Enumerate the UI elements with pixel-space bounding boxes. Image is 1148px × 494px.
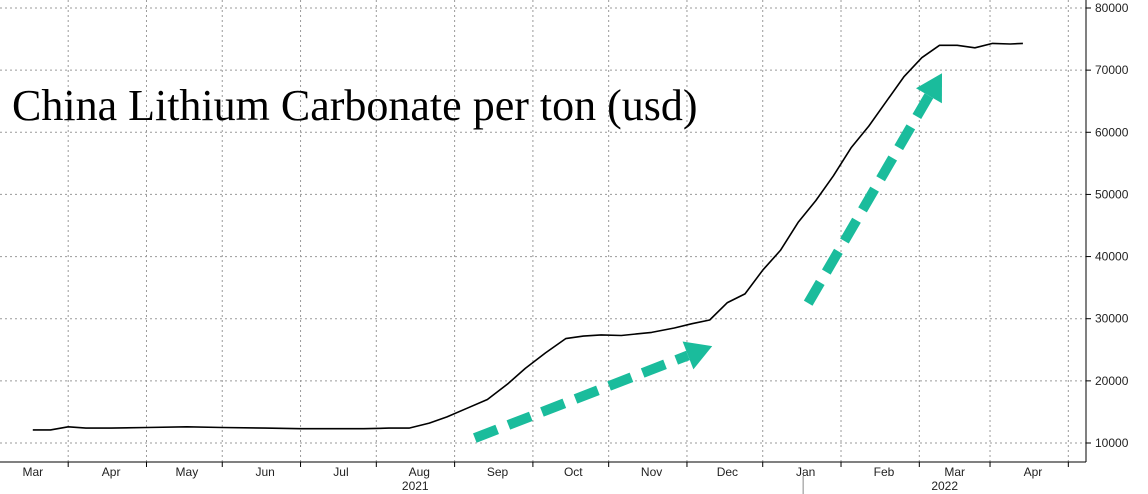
year-label: 2022: [931, 479, 958, 493]
x-tick-label: Aug: [409, 465, 430, 479]
series-layer: [32, 42, 1023, 431]
trend-arrow-head: [916, 73, 942, 104]
x-tick-label: Jan: [796, 465, 815, 479]
x-tick-label: Nov: [641, 465, 662, 479]
y-tick-label: 50000: [1095, 187, 1129, 201]
y-tick-label: 80000: [1095, 1, 1129, 15]
x-tick-label: Apr: [102, 465, 121, 479]
x-tick-label: Jul: [333, 465, 348, 479]
series-line: [32, 42, 1023, 431]
x-tick-label: Apr: [1024, 465, 1043, 479]
trend-arrow-shaft: [473, 350, 690, 443]
y-tick-label: 10000: [1095, 436, 1129, 450]
x-tick-label: Mar: [22, 465, 43, 479]
trend-arrow: [803, 73, 942, 306]
y-tick-label: 30000: [1095, 312, 1129, 326]
year-label: 2021: [402, 479, 429, 493]
y-tick-label: 60000: [1095, 125, 1129, 139]
x-tick-label: Mar: [944, 465, 965, 479]
x-tick-label: Jun: [256, 465, 275, 479]
trend-arrow-head: [682, 341, 713, 370]
x-tick-label: Feb: [874, 465, 895, 479]
trend-arrow-shaft: [803, 93, 934, 306]
x-tick-label: Sep: [487, 465, 509, 479]
trend-arrow: [473, 341, 713, 443]
grid: [0, 0, 1086, 462]
y-tick-label: 70000: [1095, 63, 1129, 77]
annotation-layer: [473, 73, 942, 443]
x-tick-label: May: [176, 465, 199, 479]
chart-title: China Lithium Carbonate per ton (usd): [12, 81, 698, 130]
x-tick-label: Oct: [564, 465, 583, 479]
y-tick-label: 20000: [1095, 374, 1129, 388]
x-tick-label: Dec: [717, 465, 738, 479]
y-tick-label: 40000: [1095, 250, 1129, 264]
